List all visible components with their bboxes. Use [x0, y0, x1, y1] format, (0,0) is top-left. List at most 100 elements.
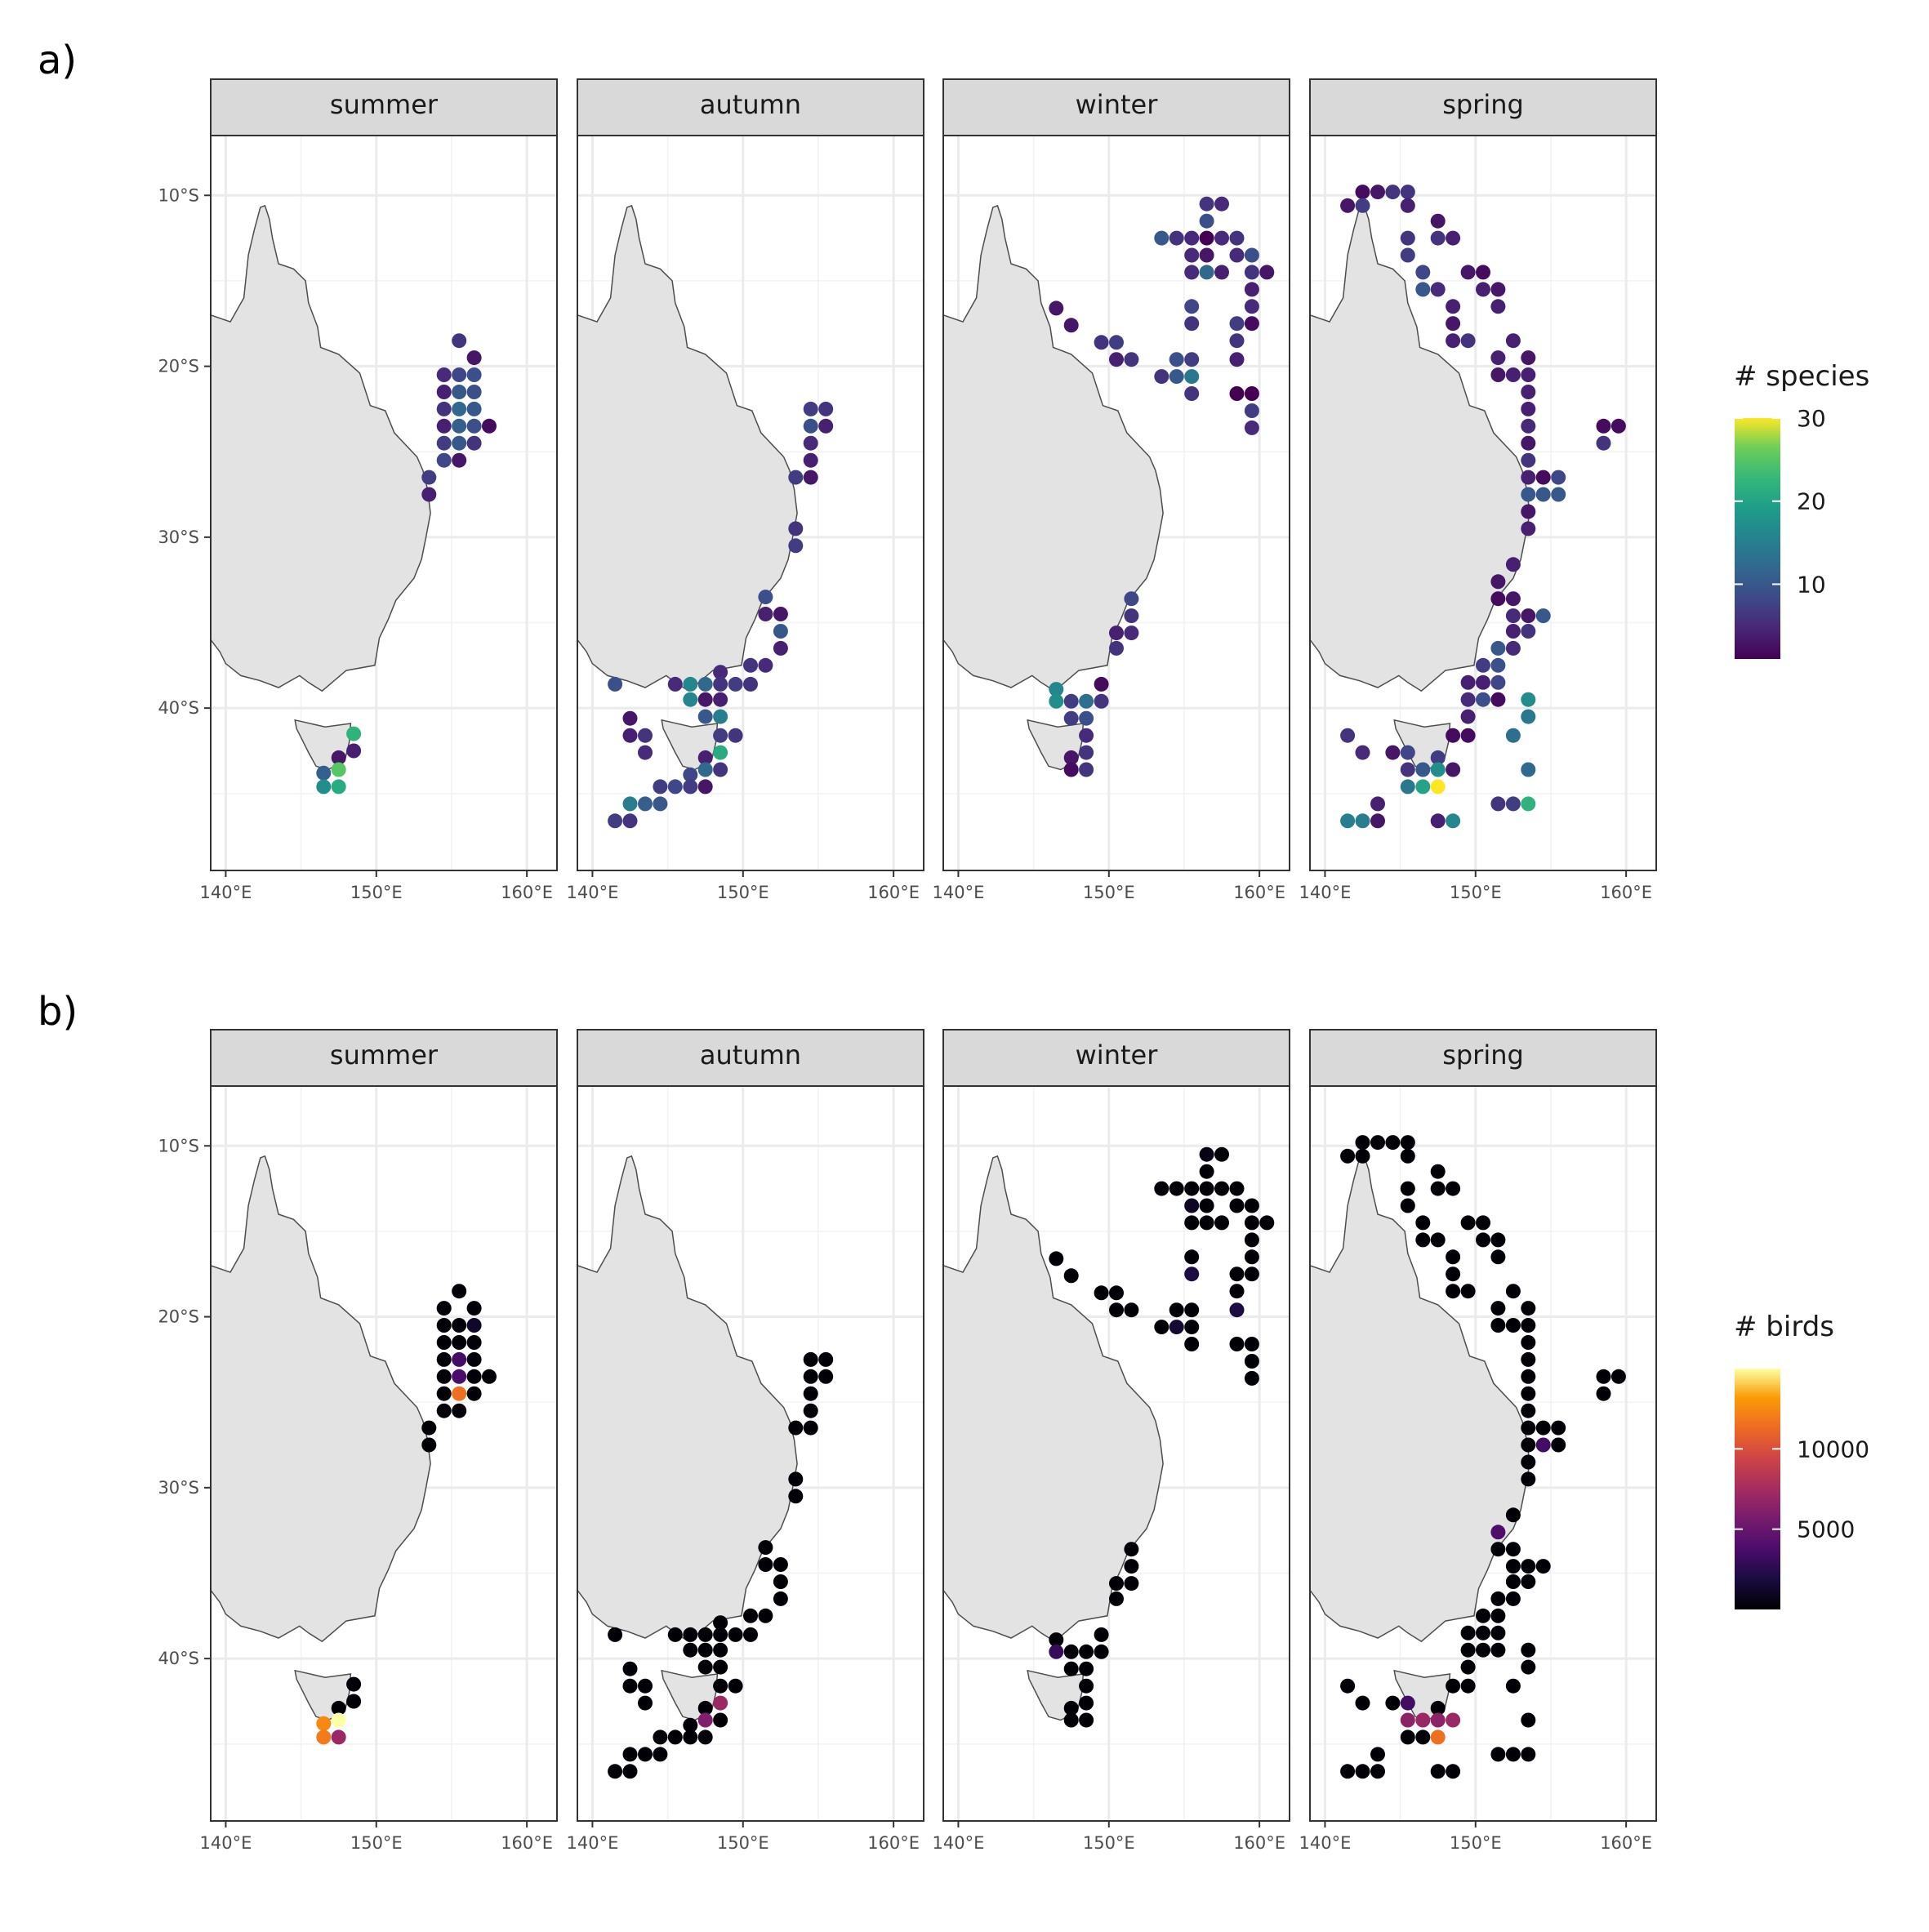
x-tick-label: 150°E [350, 1833, 403, 1853]
data-point [1063, 762, 1079, 777]
data-point [1490, 674, 1506, 690]
data-point [1370, 813, 1385, 829]
points [1340, 1135, 1626, 1779]
data-point [803, 1403, 818, 1418]
data-point [466, 418, 482, 434]
data-point [331, 1712, 346, 1728]
data-point [713, 692, 728, 707]
data-point [1415, 1712, 1431, 1728]
data-point [1109, 1302, 1124, 1318]
x-tick-label: 160°E [1233, 1833, 1285, 1853]
data-point [803, 401, 818, 416]
data-point [1094, 1285, 1109, 1301]
data-point [1079, 745, 1094, 760]
data-point [1430, 1181, 1446, 1196]
data-point [1521, 1335, 1536, 1350]
data-point [1049, 1251, 1064, 1266]
data-point [1214, 1215, 1229, 1231]
data-point [466, 1369, 482, 1384]
data-point [1610, 418, 1626, 434]
data-point [1505, 591, 1521, 607]
x-tick-label: 160°E [501, 883, 553, 902]
x-tick-label: 160°E [1600, 883, 1652, 902]
data-point [1490, 350, 1506, 366]
data-point [466, 1386, 482, 1401]
data-point [436, 1403, 452, 1418]
facet-strip-label: winter [1076, 1039, 1159, 1071]
data-point [1521, 435, 1536, 451]
data-point [608, 813, 623, 829]
data-point [1521, 608, 1536, 624]
x-tick-label: 140°E [567, 883, 619, 902]
y-tick-label: 10°S [158, 185, 199, 205]
data-point [452, 1284, 467, 1299]
data-point [1184, 247, 1200, 263]
data-point [1476, 692, 1490, 707]
data-point [1184, 1337, 1200, 1351]
data-point [1476, 1215, 1490, 1231]
data-point [758, 607, 773, 621]
x-tick-label: 160°E [867, 1833, 920, 1853]
data-point [713, 1712, 728, 1728]
data-point [1505, 1678, 1521, 1694]
data-point [697, 676, 713, 692]
data-point [1094, 335, 1109, 350]
data-point [1355, 813, 1370, 829]
data-point [1521, 401, 1536, 416]
data-point [1505, 1284, 1521, 1299]
data-point [1124, 1559, 1139, 1574]
data-point [316, 779, 332, 795]
data-point [1079, 710, 1094, 726]
points [316, 1284, 497, 1745]
data-point [608, 676, 623, 692]
x-tick-label: 150°E [1083, 883, 1135, 902]
data-point [1109, 335, 1124, 350]
data-point [1415, 762, 1431, 777]
facet-strip [210, 1029, 558, 1087]
data-point [452, 435, 467, 451]
facet-autumn: autumn 140°E 150°E 160°E [567, 78, 924, 902]
data-point [452, 385, 467, 399]
data-point [1521, 504, 1536, 519]
data-point [1446, 1712, 1461, 1728]
data-point [436, 435, 452, 451]
data-point [1521, 1659, 1536, 1675]
data-point [697, 692, 713, 707]
x-tick-label: 150°E [717, 1833, 769, 1853]
data-point [667, 676, 683, 692]
data-point [1505, 640, 1521, 656]
data-point [436, 418, 452, 434]
data-point [1521, 1454, 1536, 1470]
data-point [1490, 591, 1506, 607]
data-point [331, 750, 346, 765]
data-point [1400, 1198, 1415, 1213]
data-point [1229, 1302, 1245, 1318]
points [1049, 1146, 1275, 1728]
data-point [436, 1301, 452, 1316]
data-point [421, 1420, 437, 1436]
data-point [346, 743, 362, 759]
data-point [346, 1676, 362, 1692]
data-point [346, 1694, 362, 1709]
x-tick-label: 150°E [717, 883, 769, 902]
panel-border [577, 135, 924, 871]
data-point [1490, 1591, 1506, 1606]
data-point [622, 1678, 638, 1694]
data-point [1400, 230, 1415, 246]
data-point [1229, 333, 1245, 349]
data-point [728, 1627, 743, 1642]
data-point [1109, 352, 1124, 367]
data-point [1521, 1318, 1536, 1333]
data-point [1521, 624, 1536, 639]
data-point [1199, 1164, 1214, 1179]
facet-strip [577, 1029, 924, 1087]
data-point [773, 1574, 788, 1589]
points [608, 1351, 834, 1779]
data-point [638, 728, 653, 743]
data-point [1400, 1148, 1415, 1164]
data-point [1063, 1700, 1079, 1716]
data-point [697, 1700, 713, 1716]
data-point [1521, 709, 1536, 724]
data-point [1199, 1146, 1214, 1162]
points [1049, 196, 1275, 777]
